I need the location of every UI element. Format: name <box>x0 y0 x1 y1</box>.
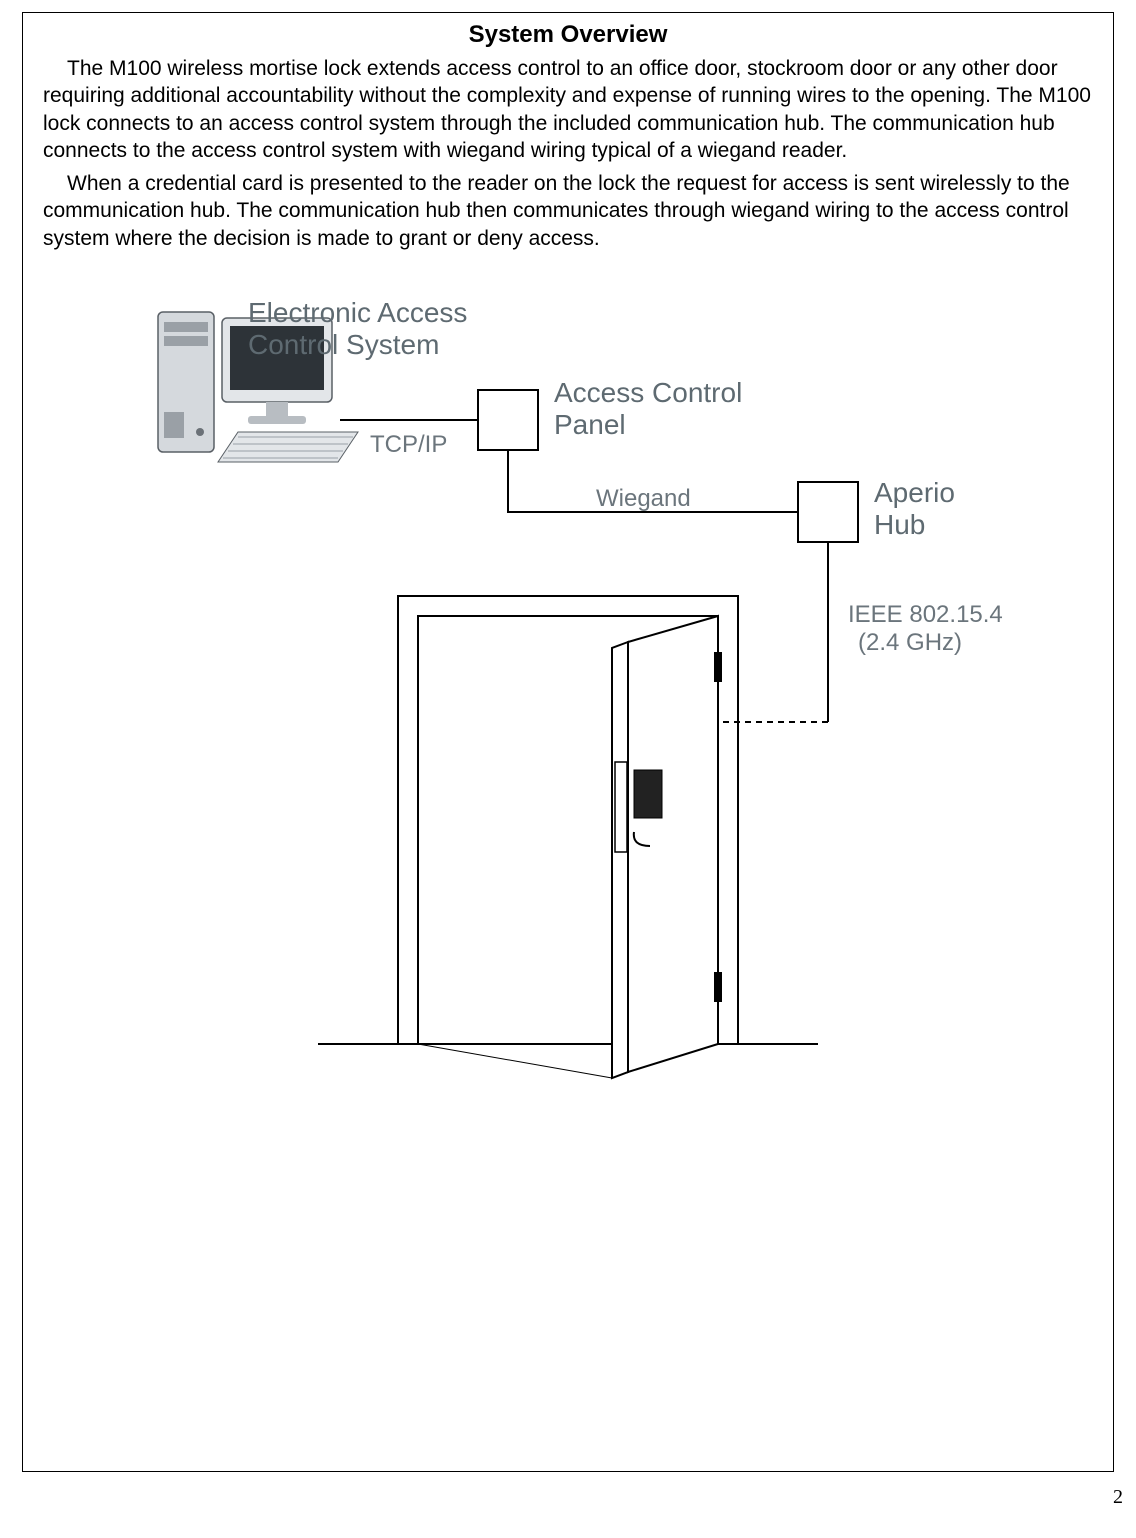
eacs-label-line2: Control System <box>248 329 439 360</box>
door-icon <box>318 596 818 1078</box>
panel-label-line2: Panel <box>554 409 626 440</box>
edge-ieee-label-line1: IEEE 802.15.4 <box>848 601 1003 628</box>
page: System Overview The M100 wireless mortis… <box>22 12 1114 1472</box>
system-diagram: Electronic Access Control System TCP/IP … <box>118 292 1018 1097</box>
hub-box <box>798 482 858 542</box>
page-title: System Overview <box>43 21 1093 49</box>
edge-ieee-label-line2: (2.4 GHz) <box>858 629 962 656</box>
paragraph-2: When a credential card is presented to t… <box>43 170 1093 252</box>
paragraph-1: The M100 wireless mortise lock extends a… <box>43 55 1093 164</box>
edge-wiegand-label: Wiegand <box>596 485 691 512</box>
hub-label-line1: Aperio <box>874 477 955 508</box>
panel-box <box>478 390 538 450</box>
panel-label-line1: Access Control <box>554 377 742 408</box>
eacs-label-line1: Electronic Access <box>248 297 467 328</box>
hub-label-line2: Hub <box>874 509 925 540</box>
page-number: 2 <box>1113 1486 1123 1509</box>
edge-tcpip-label: TCP/IP <box>370 431 447 458</box>
